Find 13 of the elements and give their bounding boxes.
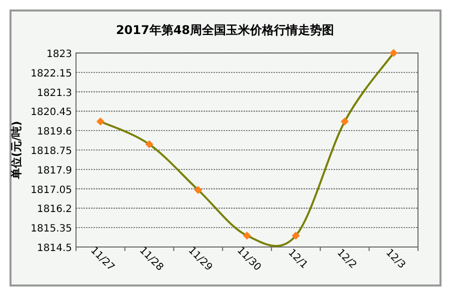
y-tick-label: 1817.9 bbox=[37, 165, 72, 176]
chart-title: 2017年第48周全国玉米价格行情走势图 bbox=[116, 23, 334, 37]
y-tick-label: 1814.5 bbox=[37, 243, 72, 254]
y-tick-label: 1821.3 bbox=[37, 88, 72, 99]
y-axis-title: 单位(元/吨) bbox=[10, 120, 23, 180]
y-tick-label: 1819.6 bbox=[37, 126, 72, 138]
y-tick-label: 1816.2 bbox=[37, 204, 72, 216]
y-tick-label: 1823 bbox=[46, 49, 72, 60]
y-tick-label: 1822.15 bbox=[30, 68, 72, 80]
y-tick-label: 1815.35 bbox=[30, 224, 72, 235]
y-tick-label: 1818.75 bbox=[30, 146, 72, 157]
y-tick-label: 1817.05 bbox=[30, 184, 72, 196]
y-tick-label: 1820.45 bbox=[30, 107, 72, 118]
